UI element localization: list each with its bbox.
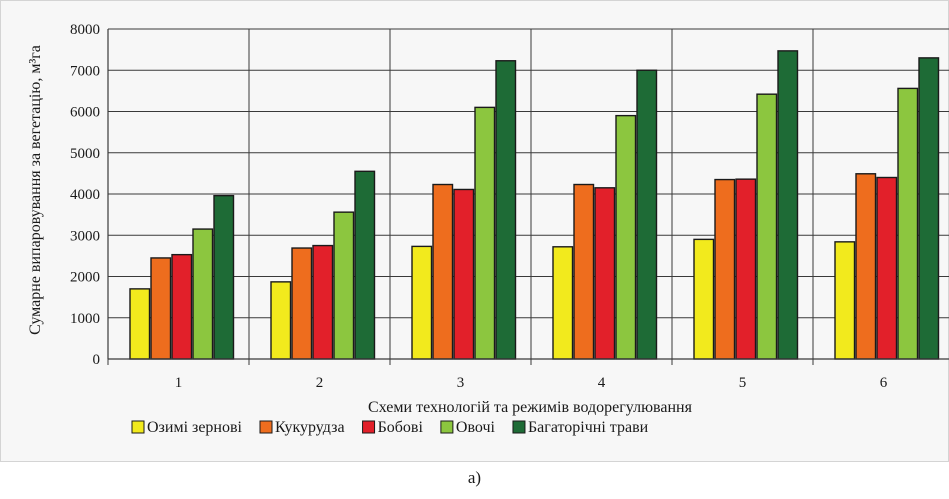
bar	[129, 288, 151, 360]
y-tick-label: 5000	[70, 146, 100, 162]
legend-label: Багаторічні трави	[528, 419, 649, 436]
bar	[756, 93, 778, 360]
y-tick-label: 1000	[70, 311, 100, 327]
legend-item: Бобові	[362, 419, 424, 436]
bar	[636, 69, 658, 360]
bar	[312, 244, 334, 360]
legend-swatch	[259, 420, 273, 434]
bar	[897, 87, 919, 360]
legend-label: Бобові	[378, 419, 424, 436]
x-tick-label: 1	[175, 375, 183, 391]
y-tick-label: 2000	[70, 270, 100, 286]
legend-item: Багаторічні трави	[512, 419, 649, 436]
legend-label: Озимі зернові	[147, 419, 243, 436]
bar	[834, 241, 856, 360]
legend-item: Озимі зернові	[131, 419, 243, 436]
legend-swatch	[512, 420, 526, 434]
y-tick-label: 6000	[70, 105, 100, 121]
y-tick-label: 0	[93, 352, 101, 368]
bar	[270, 281, 292, 360]
legend-label: Овочі	[456, 419, 496, 436]
bar	[552, 246, 574, 360]
bar	[150, 257, 172, 360]
bar	[192, 228, 214, 360]
bar	[474, 106, 496, 360]
legend-item: Кукурудза	[259, 419, 345, 436]
x-tick-label: 2	[316, 375, 324, 391]
x-tick-label: 6	[880, 375, 888, 391]
bar	[291, 247, 313, 360]
y-axis-title: Сумарне випаровування за вегетацію, м³га	[27, 45, 44, 335]
bar	[615, 114, 637, 360]
legend-label: Кукурудза	[275, 419, 345, 436]
x-tick-label: 3	[457, 375, 465, 391]
figure-caption: а)	[467, 468, 482, 487]
y-tick-label: 7000	[70, 63, 100, 79]
legend-swatch	[131, 420, 145, 434]
bar-chart: 0 1000 2000 3000 4000 5000 6000 7000 8000 1 2 3 4 5 6…	[27, 22, 949, 436]
x-tick-labels: 1 2 3 4 5 6	[175, 375, 888, 391]
bar	[453, 188, 475, 360]
bar	[693, 238, 715, 360]
legend-item: Овочі	[440, 419, 496, 436]
bar	[171, 253, 193, 360]
y-tick-label: 8000	[70, 22, 100, 38]
bar	[333, 211, 355, 360]
bars	[129, 50, 940, 360]
bar	[918, 57, 940, 360]
legend: Озимі зернові Кукурудза Бобові Овочі Багатор…	[131, 419, 649, 436]
y-tick-labels: 0 1000 2000 3000 4000 5000 6000 7000 8000	[70, 22, 100, 368]
bar	[354, 170, 376, 360]
bar	[876, 176, 898, 360]
x-axis-title: Схеми технологій та режимів водорегулюва…	[368, 399, 693, 416]
bar	[594, 187, 616, 360]
y-tick-label: 3000	[70, 228, 100, 244]
legend-swatch	[440, 420, 454, 434]
bar	[573, 183, 595, 360]
bar	[213, 194, 235, 360]
bar	[714, 178, 736, 360]
bar	[411, 245, 433, 360]
bar	[432, 183, 454, 360]
bar	[855, 173, 877, 360]
x-tick-label: 4	[598, 375, 606, 391]
bar	[495, 60, 517, 360]
y-tick-label: 4000	[70, 187, 100, 203]
bar	[777, 50, 799, 360]
x-tick-label: 5	[739, 375, 747, 391]
bar	[735, 178, 757, 360]
legend-swatch	[362, 420, 376, 434]
axes	[107, 29, 949, 365]
